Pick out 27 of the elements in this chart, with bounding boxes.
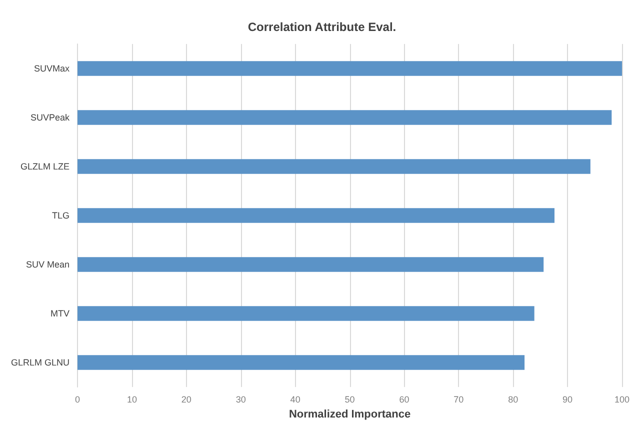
bar [78,159,590,174]
bar [78,257,544,272]
y-tick-label: TLG [52,210,70,220]
x-tick-label: 80 [508,394,518,404]
y-tick-label: GLRLM GLNU [11,358,70,368]
bar [78,208,554,223]
x-tick-label: 70 [454,394,464,404]
x-tick-label: 10 [126,394,137,404]
y-tick-label: SUV Mean [26,260,70,270]
x-tick-label: 100 [614,394,630,404]
x-tick-label: 30 [236,394,246,404]
x-tick-label: 50 [344,394,355,404]
y-tick-label: GLZLM LZE [20,162,70,172]
y-tick-label: SUVMax [34,64,70,74]
bar [78,355,525,370]
x-tick-label: 60 [399,394,410,404]
bar [78,110,612,125]
bar [78,61,622,76]
x-tick-label: 90 [562,394,573,404]
bar [78,306,534,321]
x-tick-label: 40 [290,394,300,404]
chart-title: Correlation Attribute Eval. [248,20,396,34]
x-tick-label: 20 [181,394,192,404]
x-axis-title: Normalized Importance [288,408,411,420]
y-tick-label: SUVPeak [30,112,70,122]
y-tick-label: MTV [50,308,70,318]
x-tick-label: 0 [75,394,80,404]
